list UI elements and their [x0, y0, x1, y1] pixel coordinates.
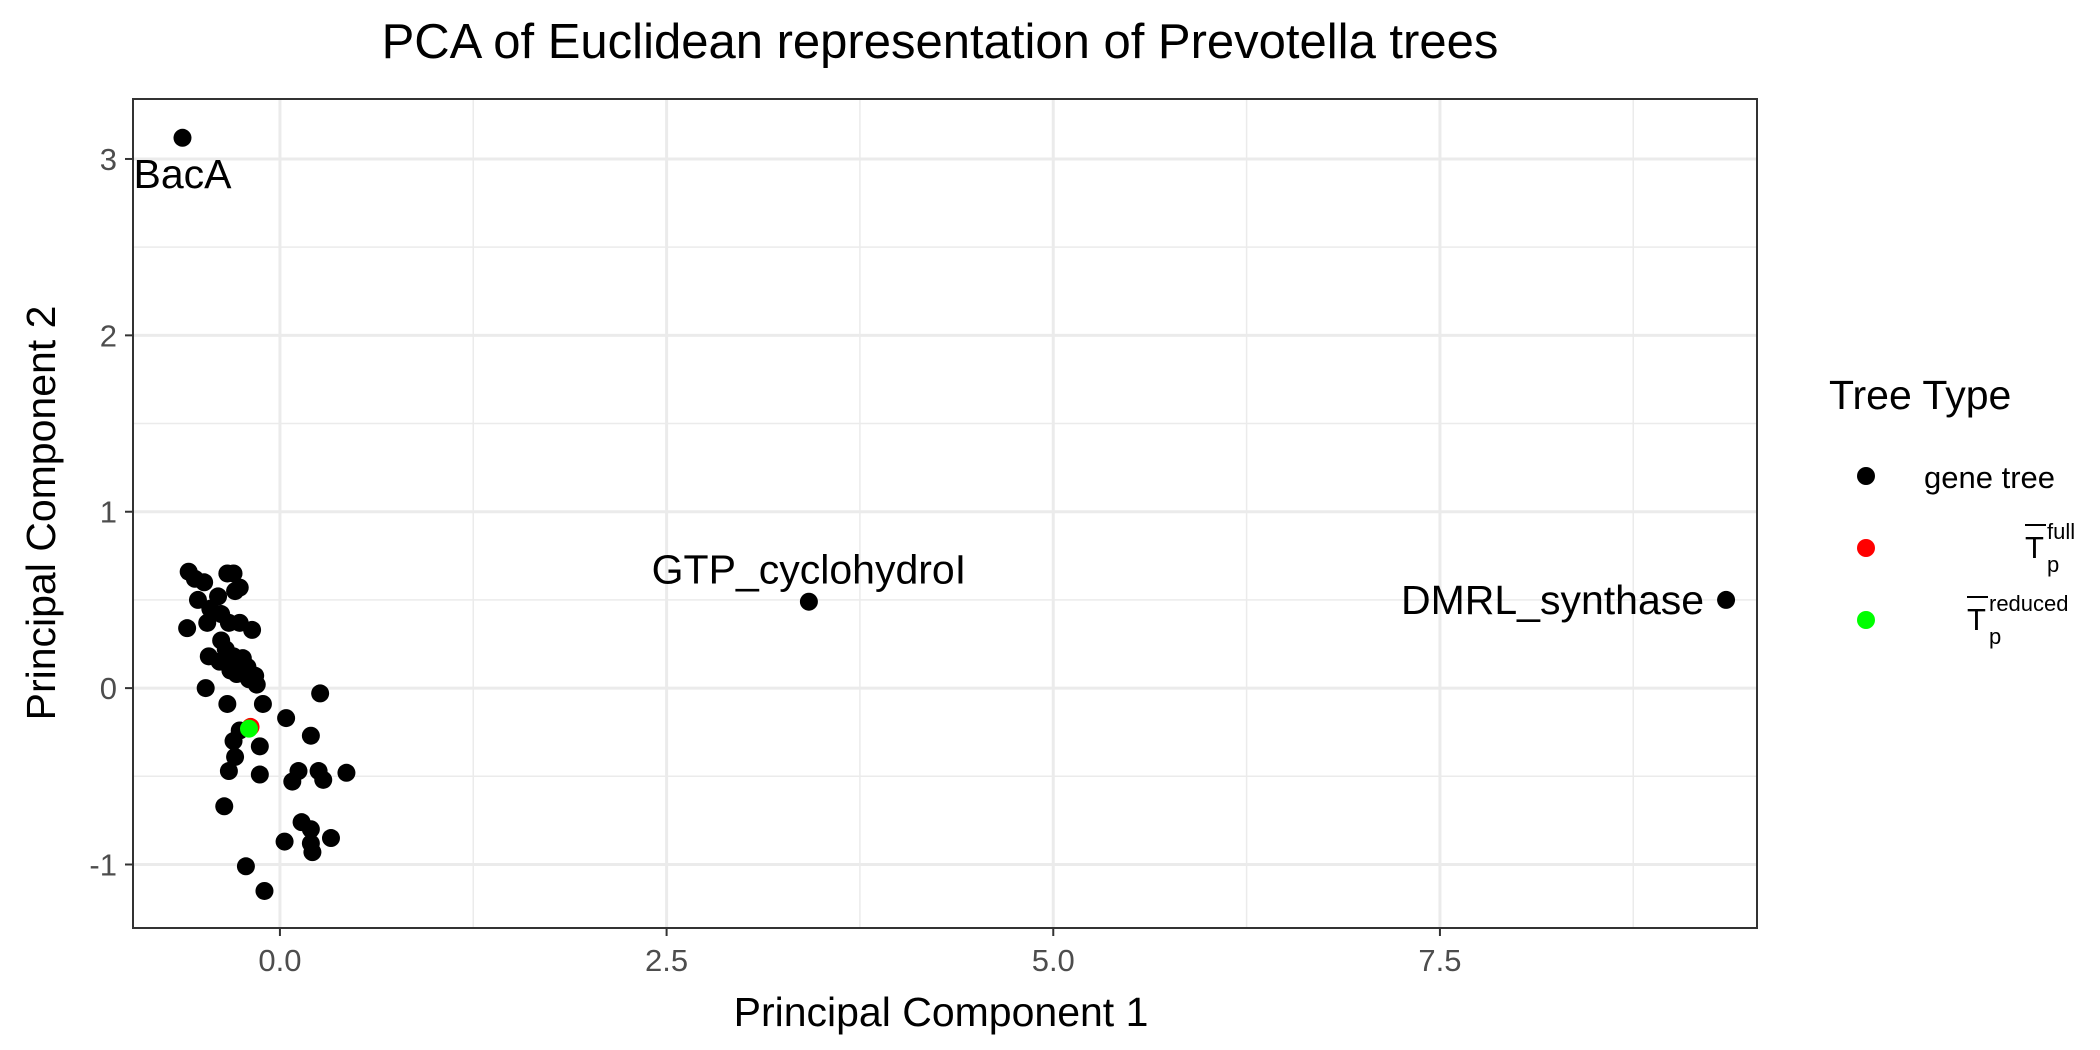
- legend-title: Tree Type: [1829, 372, 2011, 418]
- x-axis-title: Principal Component 1: [734, 989, 1149, 1035]
- gene-tree-point: [337, 763, 356, 782]
- gene-tree-point: [209, 587, 228, 606]
- y-tick-label: 2: [100, 318, 117, 353]
- y-tick-label: 0: [100, 671, 117, 706]
- legend-label-tp-reduced-base: T: [1967, 602, 1986, 637]
- point-annotations: BacA GTP_cyclohydroI DMRL_synthase: [133, 151, 1704, 623]
- gene-tree-point: [275, 832, 294, 851]
- gene-tree-point: [301, 726, 320, 745]
- y-tick-label: 1: [100, 495, 117, 530]
- minor-gridlines: [133, 99, 1757, 928]
- gene-tree-point: [283, 772, 302, 791]
- gene-tree-point: [250, 737, 269, 756]
- plot-panel: BacA GTP_cyclohydroI DMRL_synthase: [132, 98, 1758, 929]
- gene-tree-point: [226, 747, 245, 766]
- gene-tree-point: [221, 661, 240, 680]
- gene-tree-point: [311, 684, 330, 703]
- legend-entry-gene-tree: gene tree: [1857, 460, 2055, 495]
- legend-label-tp-full-base: T: [2025, 530, 2044, 565]
- gene-tree-point: [230, 578, 249, 597]
- gene-tree-point: [314, 770, 333, 789]
- gene-tree-point: [236, 857, 255, 876]
- gene-tree-point: [253, 694, 272, 713]
- gene-tree-point: [198, 613, 217, 632]
- panel-border: [132, 98, 1758, 929]
- gene-tree-point: [178, 619, 197, 638]
- y-tick-label: -1: [89, 848, 117, 883]
- major-gridlines: [133, 99, 1757, 928]
- legend-entry-tp-full: T p full: [1857, 519, 2075, 577]
- gene-tree-point: [195, 573, 214, 592]
- gene-tree-point: [218, 694, 237, 713]
- legend-key-tp-reduced: [1857, 611, 1875, 629]
- legend-label-tp-reduced-sup: reduced: [1989, 591, 2069, 616]
- x-tick-label: 2.5: [645, 943, 688, 978]
- gene-tree-point: [219, 762, 238, 781]
- point-annotation: BacA: [133, 151, 232, 197]
- point-annotation: DMRL_synthase: [1401, 577, 1704, 623]
- gene-tree-point: [1717, 590, 1736, 609]
- gene-tree-point: [224, 564, 243, 583]
- legend-key-tp-full: [1857, 539, 1875, 557]
- data-points: [173, 128, 1736, 900]
- gene-tree-point: [321, 829, 340, 848]
- legend-label-tp-reduced-sub: p: [1989, 624, 2001, 649]
- legend-key-gene-tree: [1857, 467, 1875, 485]
- gene-tree-point: [799, 592, 818, 611]
- y-axis: -1 0 1 2 3: [89, 142, 133, 883]
- point-annotation: GTP_cyclohydroI: [652, 547, 966, 593]
- gene-tree-point: [224, 732, 243, 751]
- gene-tree-point: [196, 679, 215, 698]
- x-tick-label: 0.0: [258, 943, 301, 978]
- gene-tree-point: [250, 765, 269, 784]
- tp-reduced-point: [240, 719, 258, 738]
- x-axis: 0.0 2.5 5.0 7.5: [258, 928, 1461, 978]
- x-tick-label: 5.0: [1032, 943, 1075, 978]
- gene-tree-point: [301, 820, 320, 839]
- chart-title: PCA of Euclidean representation of Prevo…: [382, 15, 1499, 69]
- y-tick-label: 3: [100, 142, 117, 177]
- panel-background: [133, 99, 1757, 928]
- legend-label-gene-tree: gene tree: [1924, 460, 2055, 495]
- legend-entry-tp-reduced: T p reduced: [1857, 591, 2069, 649]
- legend: Tree Type gene tree T p full T p reduced: [1829, 372, 2075, 649]
- gene-tree-point: [215, 797, 234, 816]
- y-axis-title: Principal Component 2: [18, 306, 64, 721]
- gene-tree-point: [247, 675, 266, 694]
- legend-label-tp-full-sub: p: [2047, 552, 2059, 577]
- legend-label-tp-full-sup: full: [2047, 519, 2075, 544]
- x-tick-label: 7.5: [1418, 943, 1461, 978]
- gene-tree-point: [277, 709, 296, 728]
- gene-tree-point: [243, 620, 262, 639]
- gene-tree-point: [173, 128, 192, 147]
- gene-tree-point: [303, 843, 322, 862]
- gene-tree-point: [255, 881, 274, 900]
